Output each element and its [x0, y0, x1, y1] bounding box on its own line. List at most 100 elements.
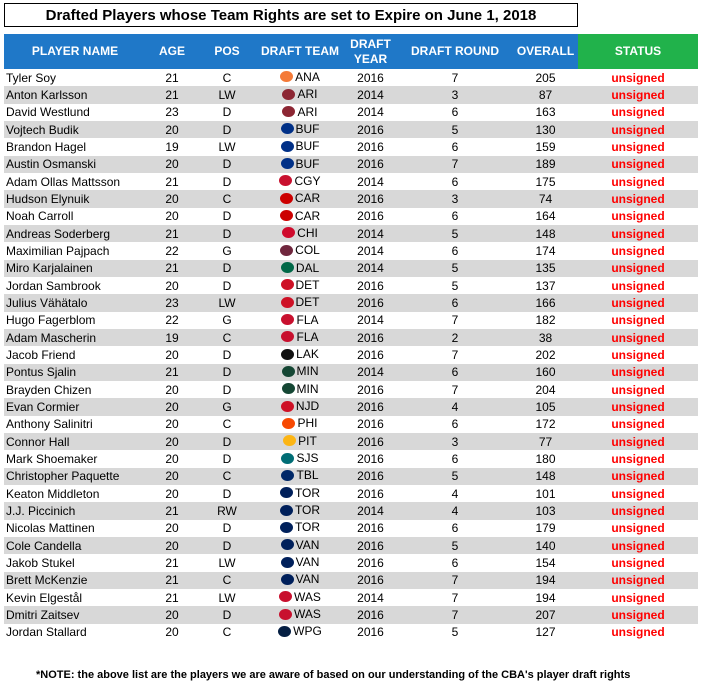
team-abbrev: BUF	[295, 139, 320, 154]
wild-logo-icon	[281, 365, 295, 377]
draft-round-cell: 4	[397, 502, 513, 520]
age-cell: 20	[165, 486, 179, 501]
draft-round-cell: 6	[451, 555, 459, 570]
age-cell: 21	[146, 259, 198, 277]
table-row: Austin Osmanski 20 D BUF 2016 7 189 unsigned	[4, 155, 698, 173]
pos-cell: D	[198, 363, 256, 381]
table-row: Jacob Friend 20 D LAK 2016 7 202 unsigned	[4, 346, 698, 363]
player-name-cell: Pontus Sjalin	[4, 363, 146, 381]
overall-cell: 101	[535, 486, 556, 501]
overall-cell: 74	[513, 190, 578, 208]
overall-cell: 127	[535, 625, 556, 640]
blackhawks-logo-icon	[282, 227, 296, 239]
draft-team-cell: TBL	[256, 467, 344, 485]
table-row: Anton Karlsson 21 LW ARI 2014 3 87 unsigned	[4, 86, 698, 104]
player-name-cell: Keaton Middleton	[6, 486, 100, 501]
status-cell: unsigned	[611, 382, 665, 397]
overall-cell: 174	[535, 243, 556, 258]
draft-team-cell: TOR	[256, 485, 344, 502]
player-name-cell: Julius Vähätalo	[4, 294, 146, 312]
ducks-logo-icon	[280, 71, 294, 83]
flames-logo-icon	[279, 175, 293, 187]
header-player-name: PLAYER NAME	[4, 34, 146, 69]
pos-cell: C	[198, 328, 256, 347]
status-cell: unsigned	[578, 363, 698, 381]
pos-cell: D	[198, 432, 256, 451]
player-name-cell: Hudson Elynuik	[4, 190, 146, 208]
status-cell: unsigned	[611, 70, 665, 85]
overall-cell: 204	[535, 382, 556, 397]
age-cell: 20	[165, 625, 179, 640]
draft-round-cell: 5	[397, 120, 513, 139]
draft-round-cell: 2	[397, 328, 513, 347]
draft-round-cell: 7	[451, 382, 459, 397]
pos-cell: D	[222, 451, 232, 466]
overall-cell: 87	[513, 86, 578, 104]
pos-cell: D	[222, 209, 232, 224]
pos-cell: G	[198, 398, 256, 416]
team-abbrev: MIN	[296, 381, 319, 396]
page-title: Drafted Players whose Team Rights are se…	[4, 3, 578, 27]
sabres-logo-icon	[280, 140, 294, 152]
table-row: Adam Mascherin 19 C FLA 2016 2 38 unsigned	[4, 328, 698, 347]
status-cell: unsigned	[611, 139, 665, 154]
draft-year-cell: 2014	[344, 86, 397, 104]
team-abbrev: WAS	[294, 607, 321, 622]
age-cell: 20	[146, 190, 198, 208]
player-name-cell: Jordan Sambrook	[6, 278, 101, 293]
team-abbrev: ANA	[295, 69, 320, 84]
status-cell: unsigned	[611, 209, 665, 224]
team-abbrev: BUF	[295, 156, 320, 171]
capitals-logo-icon	[279, 591, 293, 603]
draft-round-cell: 7	[397, 571, 513, 589]
draft-team-cell: VAN	[256, 536, 344, 555]
overall-cell: 189	[513, 155, 578, 173]
draft-year-cell: 2016	[357, 70, 384, 85]
draft-team-cell: CAR	[256, 190, 344, 208]
draft-year-cell: 2016	[344, 155, 397, 173]
draft-team-cell: DET	[256, 294, 344, 312]
overall-cell: 77	[513, 432, 578, 451]
table-row: J.J. Piccinich 21 RW TOR 2014 4 103 unsigned	[4, 502, 698, 520]
player-name-cell: Evan Cormier	[4, 398, 146, 416]
flyers-logo-icon	[282, 417, 296, 429]
draft-year-cell: 2014	[357, 105, 384, 120]
status-cell: unsigned	[611, 451, 665, 466]
draft-year-cell: 2016	[357, 278, 384, 293]
pos-cell: D	[198, 155, 256, 173]
draft-year-cell: 2016	[357, 451, 384, 466]
age-cell: 21	[146, 571, 198, 589]
overall-cell: 172	[535, 417, 556, 432]
player-name-cell: Vojtech Budik	[4, 120, 146, 139]
draft-year-cell: 2016	[344, 294, 397, 312]
status-cell: unsigned	[611, 486, 665, 501]
players-table: PLAYER NAME AGE POS DRAFT TEAM DRAFT YEA…	[4, 34, 698, 641]
draft-round-cell: 6	[451, 417, 459, 432]
team-abbrev: ARI	[297, 104, 318, 119]
age-cell: 20	[146, 467, 198, 485]
player-name-cell: J.J. Piccinich	[4, 502, 146, 520]
draft-round-cell: 6	[451, 451, 459, 466]
table-row: Miro Karjalainen 21 D DAL 2014 5 135 unsigned	[4, 259, 698, 277]
table-row: Anthony Salinitri 20 C PHI 2016 6 172 unsigned	[4, 416, 698, 433]
sharks-logo-icon	[281, 452, 295, 464]
team-abbrev: CAR	[294, 208, 321, 223]
draft-team-cell: CHI	[256, 224, 344, 243]
table-row: Andreas Soderberg 21 D CHI 2014 5 148 unsigned	[4, 224, 698, 243]
draft-round-cell: 5	[397, 224, 513, 243]
red-wings-logo-icon	[280, 296, 294, 308]
draft-round-cell: 6	[451, 521, 459, 536]
draft-year-cell: 2014	[344, 363, 397, 381]
age-cell: 19	[165, 139, 179, 154]
status-cell: unsigned	[578, 398, 698, 416]
hurricanes-logo-icon	[279, 192, 293, 204]
player-name-cell: Hugo Fagerblom	[6, 313, 96, 328]
draft-team-cell: BUF	[256, 155, 344, 173]
draft-team-cell: PHI	[256, 416, 344, 433]
table-header-row: PLAYER NAME AGE POS DRAFT TEAM DRAFT YEA…	[4, 34, 698, 69]
status-cell: unsigned	[578, 155, 698, 173]
table-row: Jordan Sambrook 20 D DET 2016 5 137 unsigned	[4, 277, 698, 294]
draft-team-cell: WAS	[256, 589, 344, 606]
draft-round-cell: 3	[397, 86, 513, 104]
overall-cell: 159	[535, 139, 556, 154]
